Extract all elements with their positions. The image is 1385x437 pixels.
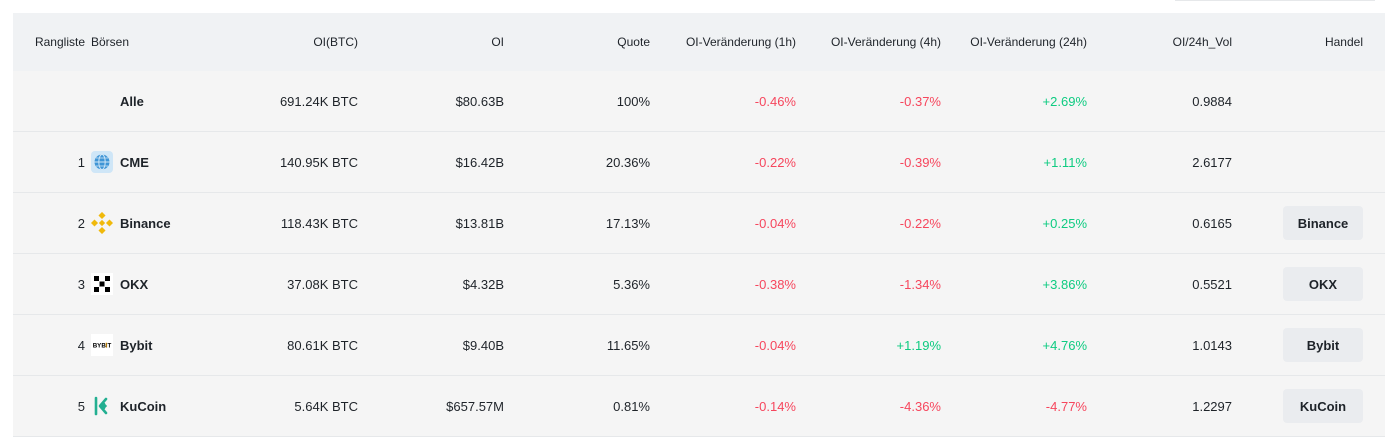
- exchange-name: Bybit: [120, 337, 153, 353]
- change-24h-cell: +0.25%: [1042, 215, 1087, 231]
- oi-btc-cell: 80.61K BTC: [287, 337, 358, 353]
- exchange-name: Binance: [120, 215, 171, 231]
- exchange-cell[interactable]: KuCoin: [91, 376, 251, 436]
- table-header: Rangliste Börsen OI(BTC) OI Quote OI-Ver…: [13, 13, 1385, 71]
- change-24h-cell: +4.76%: [1042, 337, 1087, 353]
- change-24h-cell: +2.69%: [1042, 93, 1087, 109]
- rank-cell: 5: [77, 398, 85, 414]
- trade-button[interactable]: KuCoin: [1283, 389, 1363, 423]
- change-1h-cell: -0.22%: [754, 154, 796, 170]
- exchange-cell[interactable]: Alle: [91, 71, 251, 131]
- svg-text:BYBIT: BYBIT: [93, 343, 112, 350]
- quote-cell: 5.36%: [613, 276, 650, 292]
- oi-vol-cell: 1.0143: [1192, 337, 1232, 353]
- change-24h-cell: +1.11%: [1043, 154, 1088, 170]
- oi-cell: $9.40B: [462, 337, 504, 353]
- open-interest-table: Rangliste Börsen OI(BTC) OI Quote OI-Ver…: [13, 13, 1385, 437]
- table-row[interactable]: 4 BYBIT Bybit 80.61K BTC $9.40B 11.65% -0.04% +…: [13, 315, 1385, 376]
- change-4h-cell: +1.19%: [896, 337, 941, 353]
- table-row[interactable]: 3 OKX 37.08K BTC $4.32B 5.36% -0.38% -1.34% +3.…: [13, 254, 1385, 315]
- quote-cell: 17.13%: [605, 215, 650, 231]
- oi-cell: $80.63B: [455, 93, 504, 109]
- cme-globe-icon: [91, 151, 113, 173]
- rank-cell: 3: [77, 276, 85, 292]
- header-exchange[interactable]: Börsen: [91, 35, 130, 49]
- table-row[interactable]: 1 CME 140.95K BTC $16.42B 20.36% -0.22% -0.39%…: [13, 132, 1385, 193]
- change-1h-cell: -0.04%: [754, 215, 796, 231]
- header-change-24h[interactable]: OI-Veränderung (24h): [970, 35, 1087, 49]
- oi-vol-cell: 0.6165: [1192, 215, 1232, 231]
- header-change-4h[interactable]: OI-Veränderung (4h): [830, 35, 941, 49]
- rank-cell: 4: [77, 337, 85, 353]
- oi-btc-cell: 37.08K BTC: [287, 276, 358, 292]
- oi-btc-cell: 118.43K BTC: [280, 215, 358, 231]
- quote-cell: 20.36%: [605, 154, 650, 170]
- exchange-name: CME: [120, 154, 149, 170]
- exchange-cell[interactable]: BYBIT Bybit: [91, 315, 251, 375]
- change-1h-cell: -0.46%: [754, 93, 796, 109]
- exchange-cell[interactable]: Binance: [91, 193, 251, 253]
- rank-cell: 2: [77, 215, 85, 231]
- rank-cell: 1: [77, 154, 85, 170]
- exchange-name: KuCoin: [120, 398, 167, 414]
- quote-cell: 100%: [616, 93, 650, 109]
- change-1h-cell: -0.04%: [754, 337, 796, 353]
- oi-btc-cell: 691.24K BTC: [279, 93, 358, 109]
- oi-vol-cell: 1.2297: [1192, 398, 1232, 414]
- table-row[interactable]: 5 KuCoin 5.64K BTC $657.57M 0.81% -0.14% -4.36…: [13, 376, 1385, 437]
- header-trade: Handel: [1324, 35, 1363, 49]
- exchange-name: OKX: [120, 276, 149, 292]
- change-24h-cell: +3.86%: [1042, 276, 1087, 292]
- oi-vol-cell: 0.9884: [1192, 93, 1232, 109]
- change-24h-cell: -4.77%: [1045, 398, 1087, 414]
- header-rank[interactable]: Rangliste: [34, 35, 85, 49]
- change-4h-cell: -1.34%: [899, 276, 941, 292]
- oi-cell: $4.32B: [462, 276, 504, 292]
- top-divider: [1175, 0, 1375, 1]
- oi-vol-cell: 2.6177: [1192, 154, 1232, 170]
- exchange-icon-placeholder: [91, 90, 113, 112]
- exchange-cell[interactable]: OKX: [91, 254, 251, 314]
- rank-cell: [13, 71, 85, 131]
- okx-logo-icon: [91, 273, 113, 295]
- oi-vol-cell: 0.5521: [1192, 276, 1232, 292]
- oi-cell: $13.81B: [455, 215, 504, 231]
- change-4h-cell: -4.36%: [899, 398, 941, 414]
- table-row[interactable]: 2 Binance 118.43K BTC $13.81B 17.13% -0.04% -0…: [13, 193, 1385, 254]
- quote-cell: 11.65%: [606, 337, 650, 353]
- bybit-logo-icon: BYBIT: [91, 334, 113, 356]
- binance-logo-icon: [91, 212, 113, 234]
- oi-cell: $657.57M: [446, 398, 504, 414]
- header-quote[interactable]: Quote: [617, 35, 650, 49]
- header-oi-vol[interactable]: OI/24h_Vol: [1172, 35, 1232, 49]
- header-change-1h[interactable]: OI-Veränderung (1h): [685, 35, 796, 49]
- oi-cell: $16.42B: [455, 154, 504, 170]
- oi-btc-cell: 140.95K BTC: [279, 154, 358, 170]
- exchange-name: Alle: [120, 93, 144, 109]
- trade-button[interactable]: Binance: [1283, 206, 1363, 240]
- oi-btc-cell: 5.64K BTC: [294, 398, 358, 414]
- change-4h-cell: -0.22%: [899, 215, 941, 231]
- header-oi[interactable]: OI: [491, 35, 504, 49]
- table-row[interactable]: Alle 691.24K BTC $80.63B 100% -0.46% -0.37% +2…: [13, 71, 1385, 132]
- kucoin-logo-icon: [91, 395, 113, 417]
- change-1h-cell: -0.14%: [754, 398, 796, 414]
- trade-button[interactable]: OKX: [1283, 267, 1363, 301]
- trade-button[interactable]: Bybit: [1283, 328, 1363, 362]
- header-oi-btc[interactable]: OI(BTC): [313, 35, 358, 49]
- quote-cell: 0.81%: [613, 398, 650, 414]
- change-4h-cell: -0.39%: [899, 154, 941, 170]
- change-1h-cell: -0.38%: [754, 276, 796, 292]
- exchange-cell[interactable]: CME: [91, 132, 251, 192]
- change-4h-cell: -0.37%: [899, 93, 941, 109]
